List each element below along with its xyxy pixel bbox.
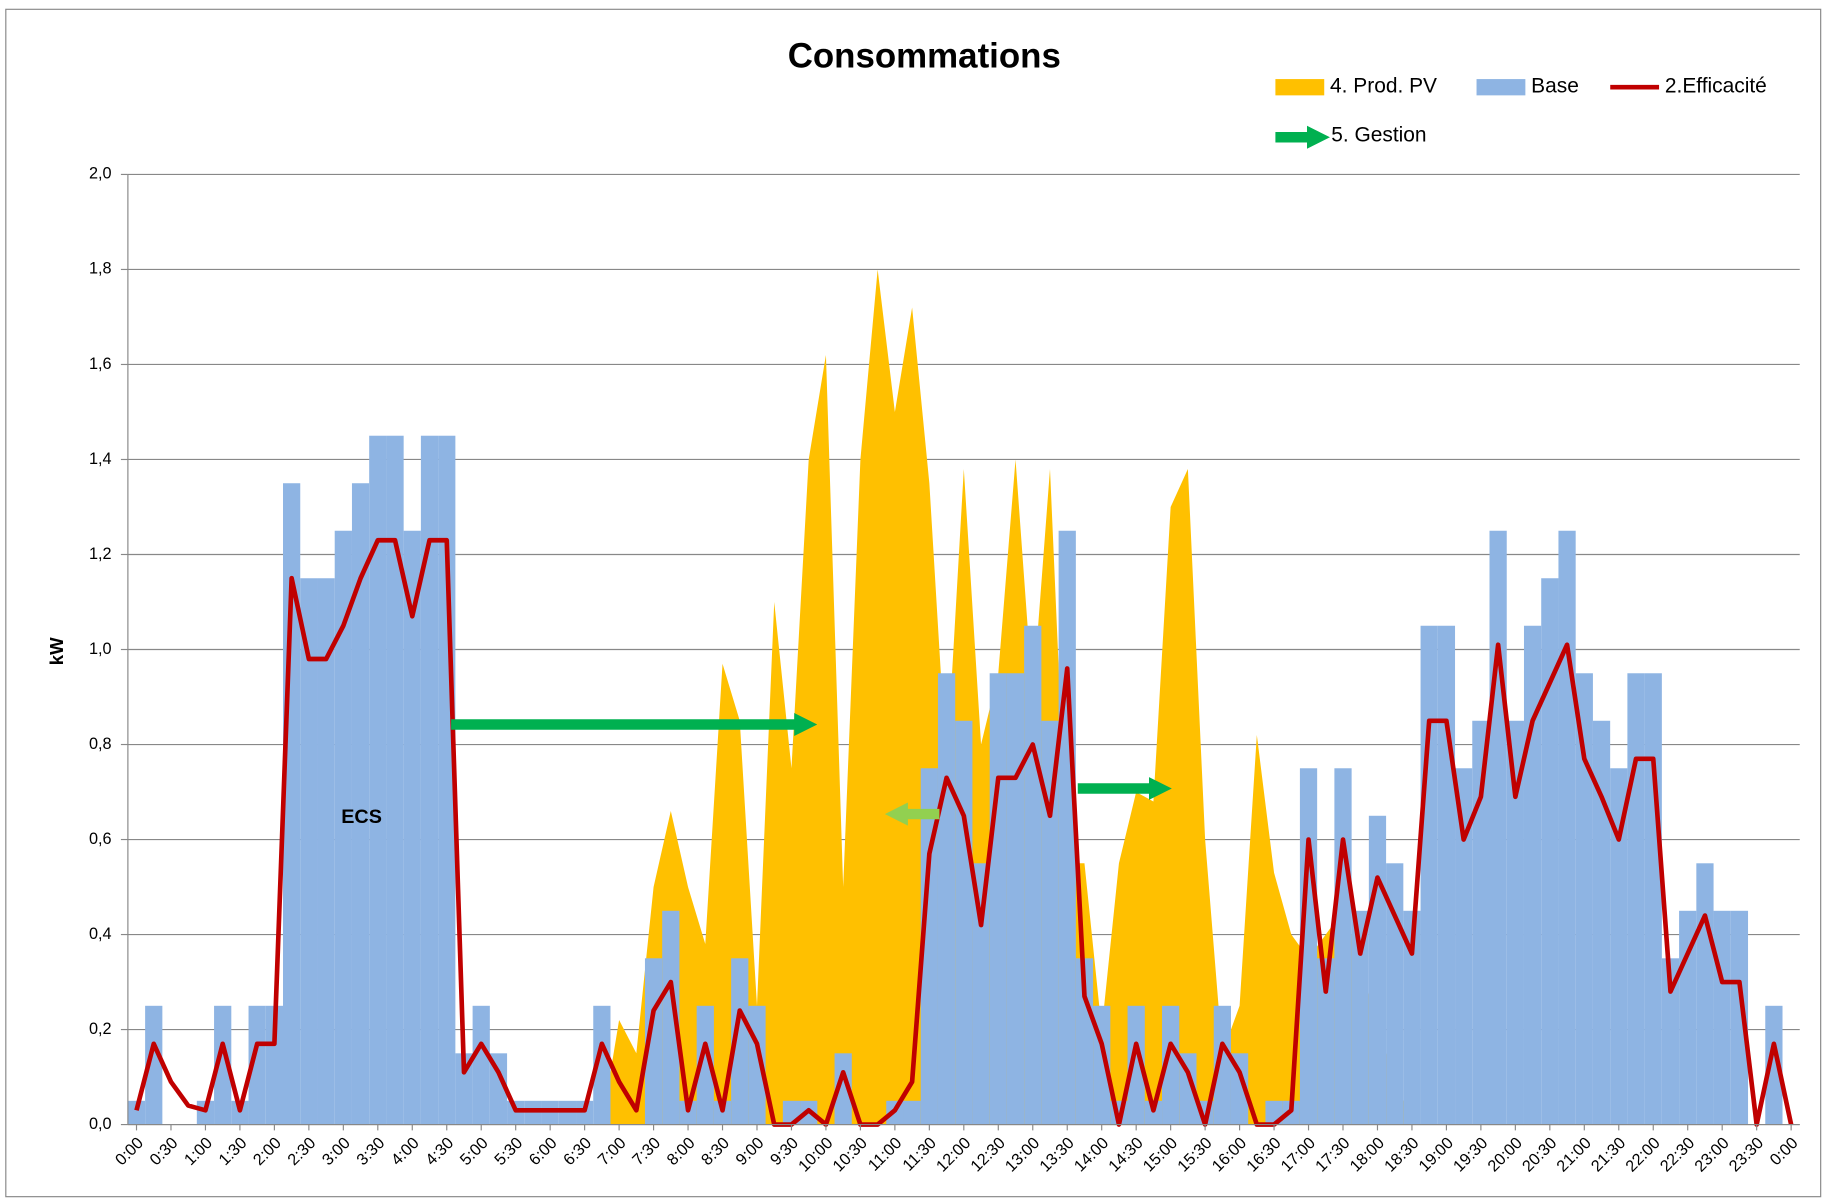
bar bbox=[489, 1053, 508, 1125]
y-tick-label: 1,6 bbox=[89, 355, 112, 373]
bar bbox=[1351, 910, 1369, 1125]
legend-swatch bbox=[1275, 79, 1325, 96]
bar bbox=[713, 1100, 732, 1125]
legend-label: 5. Gestion bbox=[1331, 124, 1426, 147]
bar bbox=[972, 863, 990, 1125]
legend-label: Base bbox=[1531, 75, 1579, 98]
bar bbox=[1230, 1053, 1249, 1125]
y-tick-label: 1,0 bbox=[89, 640, 112, 658]
bar bbox=[1075, 958, 1094, 1125]
legend: 5. Gestion 4. Prod. PV Base 2.Efficacité bbox=[1275, 75, 1767, 149]
bar bbox=[679, 1100, 697, 1125]
y-axis-label: kW bbox=[46, 637, 67, 665]
bar bbox=[1006, 673, 1025, 1125]
bar bbox=[1437, 625, 1456, 1125]
y-tick-label: 0,6 bbox=[89, 830, 112, 848]
marks bbox=[127, 269, 1794, 1127]
bar bbox=[1489, 530, 1507, 1125]
bar bbox=[1730, 910, 1749, 1125]
bar bbox=[1024, 625, 1042, 1125]
bar bbox=[1575, 673, 1593, 1125]
bar bbox=[127, 1100, 146, 1125]
bar bbox=[386, 435, 404, 1125]
bar bbox=[231, 1100, 249, 1125]
bar bbox=[317, 578, 335, 1125]
bar bbox=[1403, 910, 1421, 1125]
bar bbox=[334, 530, 352, 1125]
bar bbox=[265, 1005, 284, 1125]
bar bbox=[1765, 1005, 1783, 1125]
bar bbox=[1627, 673, 1645, 1125]
bar bbox=[248, 1005, 266, 1125]
bar bbox=[903, 1100, 921, 1125]
bar bbox=[1179, 1053, 1197, 1125]
bar bbox=[937, 673, 956, 1125]
bar bbox=[1610, 768, 1628, 1125]
bar bbox=[955, 720, 973, 1125]
y-tick-label: 1,2 bbox=[89, 545, 112, 563]
bar bbox=[1041, 720, 1059, 1125]
bar bbox=[1455, 768, 1473, 1125]
bar bbox=[507, 1100, 525, 1125]
bar bbox=[834, 1053, 852, 1125]
legend-label: 4. Prod. PV bbox=[1330, 75, 1437, 98]
chart-title: Consommations bbox=[788, 36, 1061, 75]
bar bbox=[1506, 720, 1524, 1125]
area bbox=[136, 269, 1792, 1125]
arrows bbox=[451, 713, 1172, 826]
bar bbox=[1334, 768, 1352, 1125]
bar bbox=[1523, 625, 1542, 1125]
bar bbox=[1472, 720, 1490, 1125]
bar bbox=[145, 1005, 163, 1125]
bar bbox=[1144, 1100, 1163, 1125]
bar bbox=[1696, 863, 1714, 1125]
bar bbox=[558, 1100, 577, 1125]
bar bbox=[1661, 958, 1680, 1125]
bar bbox=[1558, 530, 1576, 1125]
bar bbox=[403, 530, 421, 1125]
bar bbox=[1592, 720, 1611, 1125]
bar bbox=[300, 578, 318, 1125]
bar bbox=[1541, 578, 1559, 1125]
bar bbox=[420, 435, 439, 1125]
bar bbox=[1644, 673, 1662, 1125]
y-tick-label: 0,0 bbox=[89, 1115, 112, 1133]
bar bbox=[369, 435, 387, 1125]
bar bbox=[1420, 625, 1438, 1125]
bar bbox=[593, 1005, 611, 1125]
bar bbox=[351, 483, 370, 1125]
y-tick-label: 0,8 bbox=[89, 735, 112, 753]
y-tick-label: 1,4 bbox=[89, 450, 112, 468]
bar bbox=[472, 1005, 490, 1125]
bar bbox=[1213, 1005, 1231, 1125]
bar bbox=[731, 958, 749, 1125]
line bbox=[134, 537, 1794, 1127]
bar bbox=[541, 1100, 559, 1125]
y-tick-label: 0,2 bbox=[89, 1020, 112, 1038]
bar bbox=[455, 1053, 473, 1125]
legend-label: 2.Efficacité bbox=[1665, 75, 1767, 98]
bar bbox=[696, 1005, 714, 1125]
y-tick-label: 0,4 bbox=[89, 925, 112, 943]
bar bbox=[989, 673, 1007, 1125]
bar bbox=[1127, 1005, 1145, 1125]
bar bbox=[1162, 1005, 1180, 1125]
bar bbox=[1368, 815, 1387, 1125]
bar bbox=[524, 1100, 542, 1125]
y-tick-label: 2,0 bbox=[89, 165, 112, 183]
bar bbox=[1713, 910, 1731, 1125]
bar bbox=[920, 768, 938, 1125]
legend-swatch bbox=[1476, 79, 1526, 96]
y-tick-label: 1,8 bbox=[89, 260, 112, 278]
bar bbox=[1317, 958, 1335, 1125]
bar bbox=[1058, 530, 1076, 1125]
bar bbox=[214, 1005, 232, 1125]
annotation: ECS bbox=[341, 806, 382, 828]
bar bbox=[662, 910, 680, 1125]
bar bbox=[576, 1100, 594, 1125]
